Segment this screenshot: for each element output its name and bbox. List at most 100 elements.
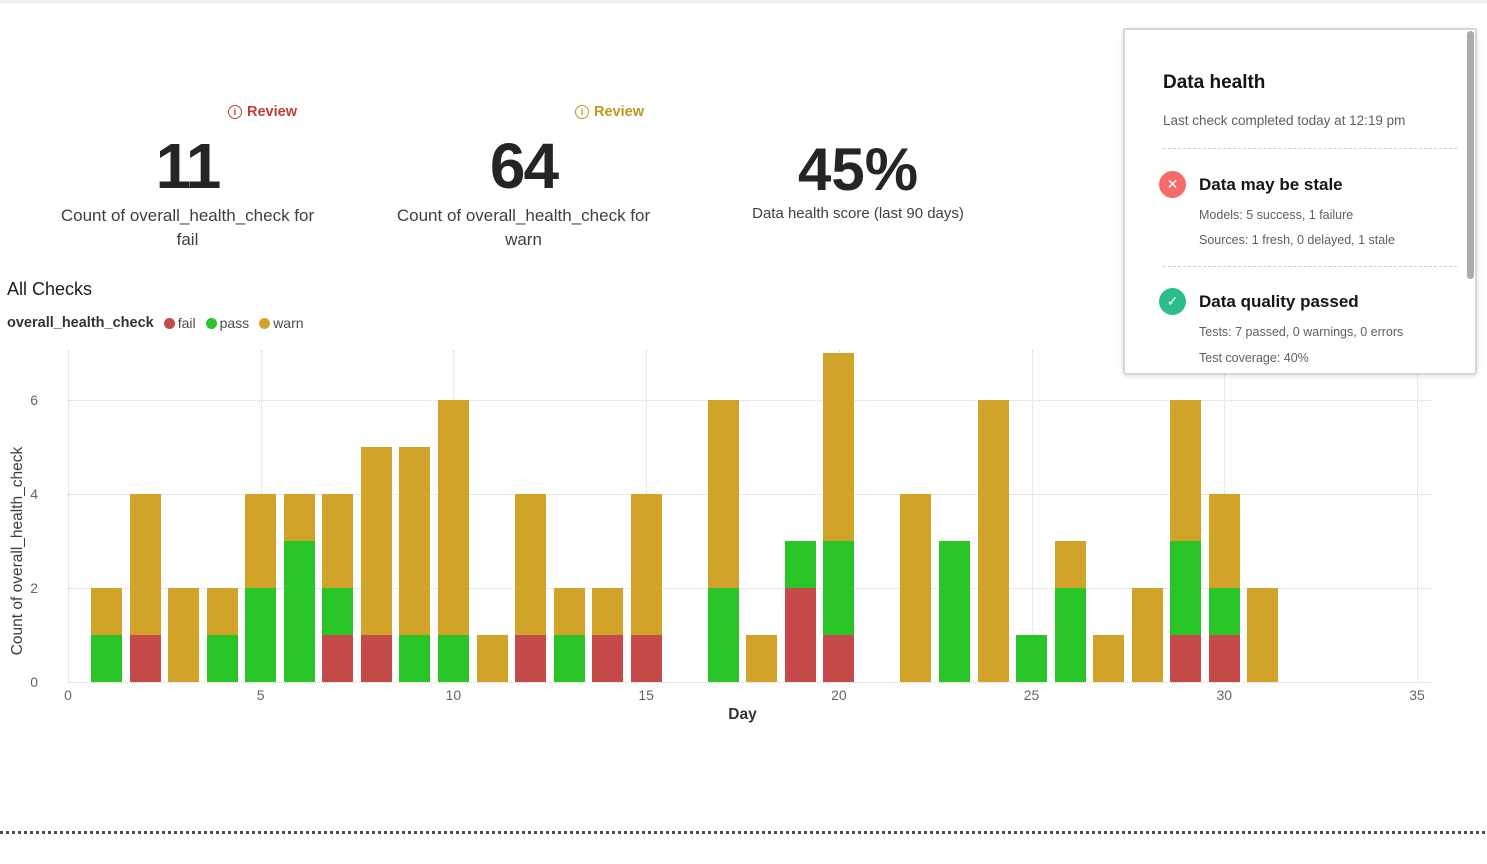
bar-day19-pass[interactable] xyxy=(784,541,816,588)
card-scrollbar[interactable] xyxy=(1467,31,1474,279)
bar-day18-warn[interactable] xyxy=(746,635,778,682)
x-tick-label: 20 xyxy=(831,687,847,703)
legend-item-label: warn xyxy=(273,315,304,331)
bar-day8-fail[interactable] xyxy=(360,635,392,682)
bar-day23-pass[interactable] xyxy=(939,541,970,682)
y-tick-label: 6 xyxy=(30,392,38,408)
sources-status-line: Sources: 1 fresh, 0 delayed, 1 stale xyxy=(1199,233,1395,247)
error-icon: ✕ xyxy=(1159,171,1186,198)
bar-day1-warn[interactable] xyxy=(91,588,122,635)
bar-day7-warn[interactable] xyxy=(322,494,354,588)
review-badge-label: Review xyxy=(594,104,644,120)
bar-day10-pass[interactable] xyxy=(437,635,469,682)
review-badge-fail[interactable]: i Review xyxy=(228,104,297,120)
gridline-y0 xyxy=(68,682,1432,683)
bar-day29-warn[interactable] xyxy=(1170,400,1202,541)
bar-day6-pass[interactable] xyxy=(283,541,315,682)
bar-day31-warn[interactable] xyxy=(1247,588,1279,682)
bar-day27-warn[interactable] xyxy=(1093,635,1125,682)
bar-day17-warn[interactable] xyxy=(707,400,739,588)
y-tick-label: 0 xyxy=(30,674,38,690)
kpi-fail-count: 11 xyxy=(155,130,222,202)
tests-status-line: Tests: 7 passed, 0 warnings, 0 errors xyxy=(1199,325,1404,339)
bar-day10-warn[interactable] xyxy=(437,400,469,635)
bar-day7-pass[interactable] xyxy=(322,588,354,635)
card-title: Data health xyxy=(1163,72,1266,93)
bar-day14-warn[interactable] xyxy=(592,588,624,635)
gridline-y6 xyxy=(68,400,1432,401)
bar-day24-warn[interactable] xyxy=(977,400,1009,682)
info-icon: i xyxy=(575,105,589,119)
kpi-health-score: 45% xyxy=(797,136,919,203)
chart-title: All Checks xyxy=(7,279,93,299)
bar-day26-pass[interactable] xyxy=(1054,588,1086,682)
kpi-warn-count: 64 xyxy=(489,130,559,202)
x-tick-label: 5 xyxy=(256,687,265,703)
bar-day8-warn[interactable] xyxy=(360,447,392,635)
bar-day20-pass[interactable] xyxy=(823,541,855,635)
y-tick-label: 2 xyxy=(30,580,38,596)
legend-item-label: pass xyxy=(219,315,250,331)
x-tick-label: 10 xyxy=(445,687,462,703)
review-badge-warn[interactable]: i Review xyxy=(575,104,644,120)
gridline-x35 xyxy=(1417,350,1418,682)
bar-day6-warn[interactable] xyxy=(283,494,315,541)
bar-day26-warn[interactable] xyxy=(1054,541,1086,588)
bar-day30-fail[interactable] xyxy=(1208,635,1240,682)
x-tick-label: 25 xyxy=(1023,687,1040,703)
y-tick-label: 4 xyxy=(30,486,38,502)
bar-day15-fail[interactable] xyxy=(630,635,662,682)
gridline-x0 xyxy=(68,350,69,682)
bar-day2-warn[interactable] xyxy=(129,494,161,635)
gridline-y2 xyxy=(68,588,1432,589)
divider xyxy=(1163,266,1457,267)
bar-day17-pass[interactable] xyxy=(707,588,739,682)
bar-day1-pass[interactable] xyxy=(91,635,122,682)
bar-day4-warn[interactable] xyxy=(206,588,238,635)
quality-status-title: Data quality passed xyxy=(1199,292,1359,311)
chart-legend: overall_health_check fail pass warn xyxy=(7,315,304,331)
bar-day9-warn[interactable] xyxy=(399,447,431,635)
page-break-divider xyxy=(0,831,1487,834)
bar-day11-warn[interactable] xyxy=(476,635,508,682)
bar-day30-pass[interactable] xyxy=(1208,588,1240,635)
bar-day15-warn[interactable] xyxy=(630,494,662,635)
bar-day19-fail[interactable] xyxy=(784,588,816,682)
bar-day12-fail[interactable] xyxy=(515,635,546,682)
bar-day29-fail[interactable] xyxy=(1170,635,1202,682)
bar-day13-pass[interactable] xyxy=(553,635,585,682)
bar-day29-pass[interactable] xyxy=(1170,541,1202,635)
bar-day20-fail[interactable] xyxy=(823,635,855,682)
divider xyxy=(1163,148,1457,149)
bar-day9-pass[interactable] xyxy=(399,635,431,682)
legend-item-pass[interactable]: pass xyxy=(205,315,250,331)
bar-day20-warn[interactable] xyxy=(823,353,855,541)
bar-day12-warn[interactable] xyxy=(515,494,546,635)
bar-day5-warn[interactable] xyxy=(245,494,277,588)
kpi-health-score-label: Data health score (last 90 days) xyxy=(752,205,964,222)
review-badge-label: Review xyxy=(247,104,297,120)
pass-dot-icon xyxy=(205,317,217,329)
x-tick-label: 15 xyxy=(638,687,654,703)
legend-item-fail[interactable]: fail xyxy=(163,315,196,331)
warn-dot-icon xyxy=(259,317,271,329)
bar-day3-warn[interactable] xyxy=(168,588,200,682)
stale-status-title: Data may be stale xyxy=(1199,175,1343,194)
bar-day14-fail[interactable] xyxy=(592,635,624,682)
bar-day28-warn[interactable] xyxy=(1131,588,1163,682)
y-axis-title: Count of overall_health_check xyxy=(9,446,26,656)
legend-item-warn[interactable]: warn xyxy=(259,315,304,331)
legend-series-name: overall_health_check xyxy=(7,315,154,331)
bar-day13-warn[interactable] xyxy=(553,588,585,635)
kpi-fail-label: Count of overall_health_check for fail xyxy=(60,206,315,249)
bar-day30-warn[interactable] xyxy=(1208,494,1240,588)
bar-day22-warn[interactable] xyxy=(900,494,932,682)
bar-day5-pass[interactable] xyxy=(245,588,277,682)
bar-day2-fail[interactable] xyxy=(129,635,161,682)
bar-day4-pass[interactable] xyxy=(206,635,238,682)
bar-day25-pass[interactable] xyxy=(1016,635,1048,682)
x-tick-label: 30 xyxy=(1216,687,1233,703)
bar-day7-fail[interactable] xyxy=(322,635,354,682)
last-check-text: Last check completed today at 12:19 pm xyxy=(1163,113,1406,128)
